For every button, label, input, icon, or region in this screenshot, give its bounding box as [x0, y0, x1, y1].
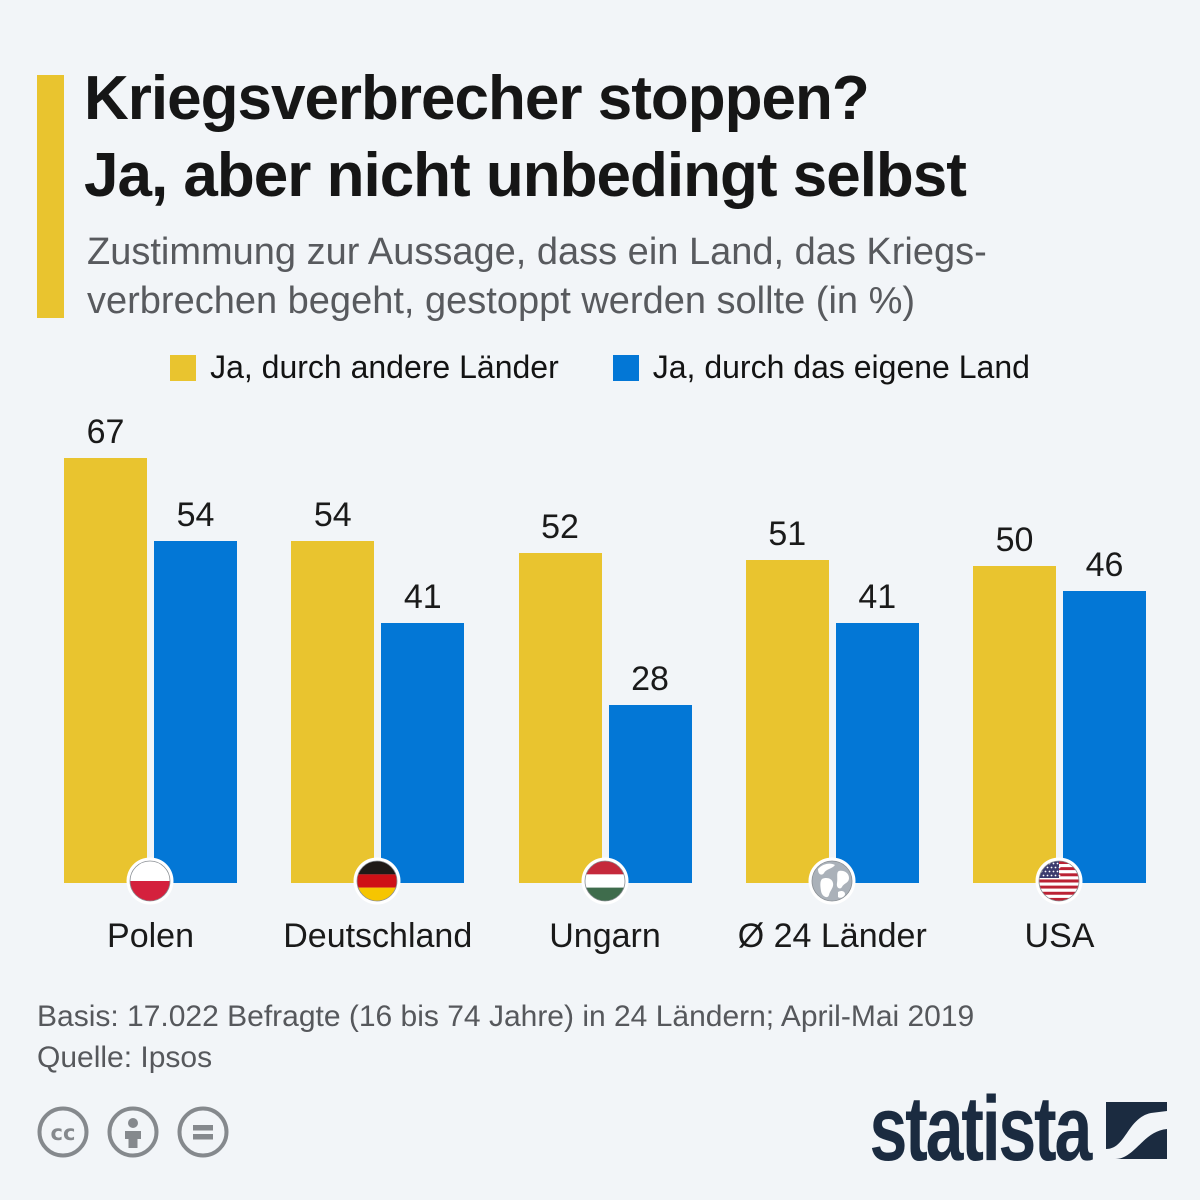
legend-item-own-country: Ja, durch das eigene Land — [612, 349, 1030, 386]
bar-ja-durch-andere-l-nder-polen — [64, 458, 147, 883]
germany-flag — [353, 857, 401, 905]
bar-ja-durch-das-eigene-land-ungarn — [608, 705, 692, 883]
page-subtitle: Zustimmung zur Aussage, dass ein Land, d… — [87, 231, 987, 322]
bar-ja-durch-das-eigene-land-usa — [1063, 591, 1146, 883]
globe — [808, 857, 856, 905]
bar-group-24-l-nder: 51 41 Ø 24 Länder — [738, 400, 927, 960]
statista-logo[interactable]: statista — [792, 1078, 1167, 1180]
bar-ja-durch-andere-l-nder-deutschland — [291, 541, 375, 883]
bar-ja-durch-das-eigene-land-24-l-nder — [835, 623, 919, 883]
bar-ja-durch-das-eigene-land-deutschland — [381, 623, 465, 883]
value-label-24-l-nder-yellow: 51 — [768, 515, 807, 553]
category-label-ungarn: Ungarn — [549, 917, 661, 955]
bar-ja-durch-andere-l-nder-ungarn — [518, 553, 602, 883]
bar-group-ungarn: 52 28 Ungarn — [518, 400, 692, 960]
value-label-deutschland-blue: 41 — [403, 578, 442, 616]
statista-wordmark: statista — [869, 1078, 1092, 1180]
value-label-usa-blue: 46 — [1085, 546, 1124, 584]
category-label-24-l-nder: Ø 24 Länder — [737, 917, 927, 955]
bar-chart: 67 54 Polen 54 41 Deutschland 52 28 Ungarn 51 41 Ø … — [0, 400, 1200, 960]
value-label-24-l-nder-blue: 41 — [858, 578, 897, 616]
legend-item-other-countries: Ja, durch andere Länder — [170, 349, 559, 386]
value-label-polen-yellow: 67 — [86, 413, 125, 451]
hungary-flag — [581, 857, 629, 905]
legend-swatch-blue — [612, 354, 639, 381]
footer: Basis: 17.022 Befragte (16 bis 74 Jahre)… — [37, 996, 974, 1078]
value-label-polen-blue: 54 — [176, 496, 215, 534]
title-accent-bar — [37, 75, 64, 318]
bar-ja-durch-andere-l-nder-usa — [973, 566, 1056, 883]
statista-logo-mark — [1106, 1102, 1167, 1164]
bar-group-usa: 50 46 USA — [973, 400, 1146, 960]
equals-icon[interactable] — [177, 1106, 229, 1163]
legend-label: Ja, durch andere Länder — [210, 349, 559, 385]
license-icons[interactable]: cc — [37, 1106, 229, 1163]
svg-text:cc: cc — [51, 1121, 76, 1145]
value-label-ungarn-blue: 28 — [631, 660, 669, 698]
category-label-usa: USA — [1024, 917, 1095, 955]
footer-source: Quelle: Ipsos — [37, 1041, 213, 1074]
usa-flag — [1035, 857, 1083, 905]
category-label-deutschland: Deutschland — [283, 917, 473, 955]
poland-flag — [126, 857, 174, 905]
value-label-deutschland-yellow: 54 — [313, 496, 352, 534]
value-label-usa-yellow: 50 — [995, 521, 1034, 559]
footer-basis: Basis: 17.022 Befragte (16 bis 74 Jahre)… — [37, 1000, 975, 1033]
category-label-polen: Polen — [107, 917, 194, 955]
bar-group-deutschland: 54 41 Deutschland — [283, 400, 472, 960]
page-title: Kriegsverbrecher stoppen? Ja, aber nicht… — [84, 64, 967, 210]
bar-ja-durch-das-eigene-land-polen — [154, 541, 237, 883]
legend-label: Ja, durch das eigene Land — [652, 349, 1030, 385]
legend: Ja, durch andere Länder Ja, durch das ei… — [0, 349, 1200, 386]
bar-ja-durch-andere-l-nder-24-l-nder — [745, 560, 829, 883]
bar-group-polen: 67 54 Polen — [64, 400, 237, 960]
attribution-icon[interactable] — [107, 1106, 159, 1163]
cc-icon[interactable]: cc — [37, 1106, 89, 1163]
legend-swatch-yellow — [170, 354, 197, 381]
value-label-ungarn-yellow: 52 — [541, 508, 579, 546]
